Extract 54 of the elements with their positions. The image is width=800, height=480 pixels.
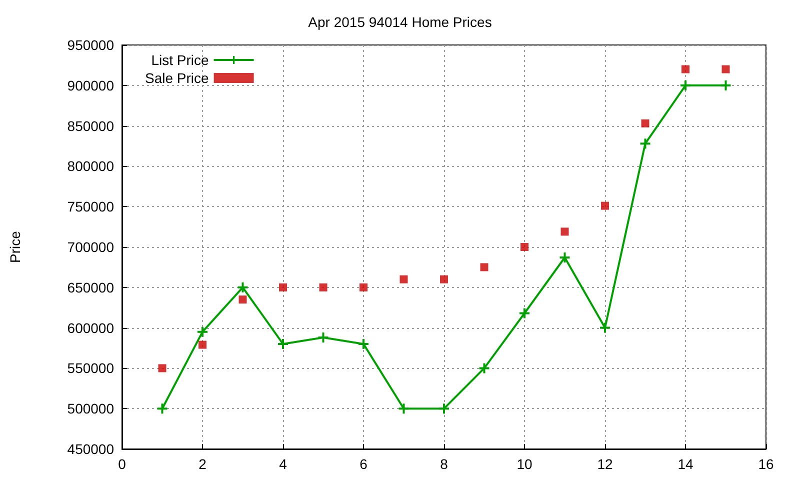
legend-label: List Price xyxy=(151,52,210,68)
y-tick-label: 800000 xyxy=(67,158,114,174)
x-tick-label: 2 xyxy=(198,456,207,472)
point xyxy=(439,404,449,414)
point xyxy=(601,202,609,210)
y-tick-label: 750000 xyxy=(67,198,114,215)
point xyxy=(398,404,409,414)
y-tick-label: 600000 xyxy=(67,320,114,336)
y-tick-label: 950000 xyxy=(67,37,114,53)
point xyxy=(238,282,248,292)
point xyxy=(480,263,488,272)
y-tick-label: 450000 xyxy=(67,441,114,457)
point xyxy=(158,364,166,372)
point xyxy=(198,340,206,349)
point xyxy=(722,65,730,74)
point xyxy=(238,296,247,304)
y-tick-label: 650000 xyxy=(67,279,114,296)
point xyxy=(479,363,490,374)
point xyxy=(440,275,448,284)
x-tick-label: 8 xyxy=(440,456,448,472)
point xyxy=(600,322,610,333)
x-tick-label: 10 xyxy=(516,456,532,472)
y-axis-title: Price xyxy=(7,230,23,263)
point xyxy=(560,252,570,263)
x-tick-label: 4 xyxy=(279,456,288,472)
y-tick-label: 850000 xyxy=(67,118,114,134)
y-tick-label: 700000 xyxy=(67,239,114,255)
point xyxy=(560,228,569,236)
y-tick-label: 550000 xyxy=(67,360,114,376)
x-tick-label: 16 xyxy=(758,456,774,472)
point xyxy=(358,338,368,349)
point xyxy=(680,80,690,90)
point xyxy=(198,326,208,337)
point xyxy=(318,332,328,342)
y-tick-label: 500000 xyxy=(67,400,114,417)
y-tick-label: 900000 xyxy=(67,77,114,94)
point xyxy=(278,338,288,349)
legend-label: Sale Price xyxy=(144,70,210,86)
point xyxy=(520,243,528,251)
point xyxy=(400,275,408,284)
x-tick-label: 14 xyxy=(678,456,694,472)
chart-title: Apr 2015 94014 Home Prices xyxy=(308,14,492,30)
x-tick-label: 6 xyxy=(360,456,368,472)
point xyxy=(157,404,168,414)
point xyxy=(319,283,328,292)
point xyxy=(360,283,368,292)
point xyxy=(720,80,731,90)
point xyxy=(279,283,287,292)
point xyxy=(520,308,530,318)
point xyxy=(640,138,650,149)
x-tick-label: 0 xyxy=(118,456,126,472)
x-tick-label: 12 xyxy=(597,456,613,472)
point xyxy=(641,119,650,128)
point xyxy=(682,65,690,74)
